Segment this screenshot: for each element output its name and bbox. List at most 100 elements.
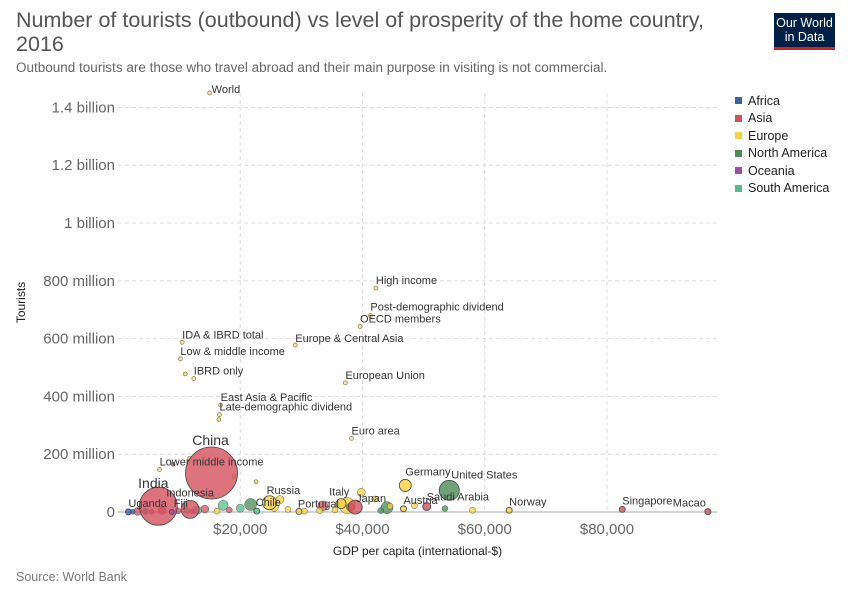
legend-swatch (735, 97, 742, 105)
point-label: World (212, 84, 241, 96)
point-label: Lower middle income (160, 457, 264, 469)
legend-item[interactable]: Africa (735, 92, 829, 110)
point-label: Low & middle income (180, 346, 285, 358)
point-label: United States (451, 469, 518, 481)
legend-swatch (735, 184, 742, 192)
legend-label: Oceania (748, 163, 795, 178)
data-point (704, 508, 712, 516)
legend-item[interactable]: Europe (735, 127, 829, 145)
data-point (170, 462, 176, 467)
data-point (347, 499, 363, 515)
point-label: Norway (509, 496, 547, 508)
data-point (368, 313, 373, 318)
data-point (618, 505, 626, 513)
data-point (225, 506, 233, 514)
logo-line-1: Our World (776, 16, 833, 30)
legend-swatch (735, 114, 742, 122)
point-label: India (138, 475, 169, 491)
point-label: Europe & Central Asia (295, 333, 404, 345)
source-note: Source: World Bank (16, 570, 127, 584)
data-point (400, 505, 407, 513)
legend-label: Asia (748, 111, 773, 126)
logo-line-2: in Data (784, 30, 825, 44)
data-point (124, 508, 132, 516)
legend-label: Africa (748, 93, 780, 108)
data-point (316, 507, 323, 514)
point-label: Singapore (622, 495, 672, 507)
data-point (386, 502, 394, 510)
data-point (373, 285, 379, 291)
y-tick-label: 800 million (43, 273, 115, 290)
point-label: Germany (405, 466, 451, 478)
x-tick-label: $40,000 (335, 521, 389, 538)
data-point (292, 342, 298, 348)
data-point (284, 506, 292, 513)
data-point (235, 503, 245, 513)
legend-item[interactable]: Oceania (735, 162, 829, 180)
point-label: Euro area (351, 425, 400, 437)
x-tick-label: $60,000 (458, 521, 512, 538)
data-point (262, 495, 277, 511)
y-tick-label: 1.2 billion (52, 157, 115, 174)
data-point (180, 499, 200, 519)
y-axis-title: Tourists (14, 282, 28, 323)
point-label: Italy (329, 487, 350, 499)
point-label: European Union (345, 370, 425, 382)
owid-logo[interactable]: Our World in Data (774, 13, 835, 50)
point-label: Portugal (298, 498, 339, 510)
point-label: IBRD only (194, 365, 244, 377)
legend: Africa Asia Europe North America Oceania Sout… (735, 92, 829, 197)
point-label: Macao (673, 498, 706, 510)
data-point (138, 486, 178, 526)
point-label: OECD members (360, 313, 441, 325)
data-point (177, 356, 183, 362)
point-label: Russia (267, 485, 302, 497)
data-point (357, 324, 363, 329)
legend-item[interactable]: South America (735, 180, 829, 198)
point-label: China (192, 432, 229, 448)
data-point (505, 506, 513, 514)
point-label: IDA & IBRD total (182, 329, 263, 341)
legend-item[interactable]: North America (735, 145, 829, 163)
data-point (469, 507, 476, 514)
data-point (253, 507, 261, 515)
data-point (213, 507, 221, 515)
data-point (331, 506, 339, 514)
data-point (168, 509, 175, 515)
point-label: Late-demographic dividend (219, 402, 352, 414)
data-point (422, 502, 432, 511)
data-point (217, 412, 222, 417)
data-point (295, 508, 303, 515)
chart-title: Number of tourists (outbound) vs level o… (16, 8, 704, 56)
point-label: High income (376, 275, 437, 287)
data-point (218, 402, 224, 408)
data-point (357, 488, 366, 497)
data-point (441, 505, 449, 512)
data-point (185, 446, 238, 500)
data-point (343, 380, 348, 386)
y-tick-label: 400 million (43, 388, 115, 405)
legend-label: North America (748, 146, 828, 161)
legend-swatch (735, 167, 742, 175)
point-label: Uganda (128, 498, 167, 510)
x-axis-title: GDP per capita (international-$) (333, 544, 502, 558)
point-label: East Asia & Pacific (221, 392, 313, 404)
data-point (244, 498, 257, 511)
y-tick-label: 600 million (43, 331, 115, 348)
point-label: Austria (403, 495, 438, 507)
data-point (371, 495, 378, 503)
point-label: Indonesia (166, 487, 215, 499)
legend-swatch (735, 149, 742, 157)
x-tick-label: $80,000 (580, 521, 634, 538)
x-tick-label: $20,000 (213, 521, 267, 538)
legend-item[interactable]: Asia (735, 110, 829, 128)
y-tick-label: 0 (107, 504, 115, 521)
point-label: Post-demographic dividend (370, 302, 503, 314)
data-point (377, 507, 385, 514)
data-point (253, 479, 259, 484)
data-point (157, 467, 162, 472)
data-point (349, 435, 354, 441)
data-point (207, 90, 213, 96)
point-label: Chile (256, 497, 281, 509)
